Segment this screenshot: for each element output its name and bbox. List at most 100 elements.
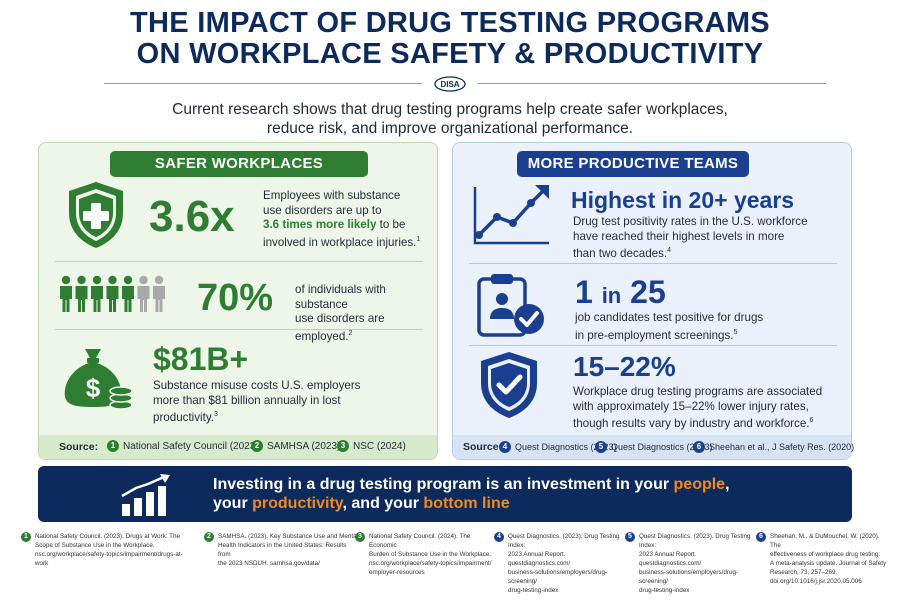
reference-line: Sheehan, M., & DuMouchel, W. (2020). The	[770, 533, 880, 549]
stat-70-description: of individuals with substance use disord…	[295, 283, 435, 344]
footnote-ref: 1	[416, 235, 421, 243]
banner-highlight-people: people	[673, 476, 726, 493]
stat-text-fragment: than two decades.	[573, 246, 668, 260]
stat-text-line: with approximately 15–22% lower injury r…	[573, 399, 809, 413]
reference-1: 1 National Safety Council. (2023). Drugs…	[21, 532, 195, 568]
highlight-text: 3.6 times more likely	[263, 218, 377, 231]
reference-line: employer-resources	[369, 569, 425, 576]
intro-line-2: reduce risk, and improve organizational …	[266, 120, 634, 137]
intro-line-1: Current research shows that drug testing…	[172, 101, 728, 118]
stat-text-line: use disorders are up to	[263, 203, 382, 217]
reference-line: business-solutions/employers/drug-screen…	[508, 569, 608, 585]
reference-2: 2 SAMHSA. (2023). Key Substance Use and …	[204, 532, 359, 568]
stat-1-in-25-description: job candidates test positive for drugs i…	[575, 311, 835, 343]
stat-text-line: Employees with substance	[263, 189, 401, 202]
source-label: Sheehan et al., J Safety Res. (2020)	[709, 442, 855, 452]
reference-line: drug-testing-index	[639, 587, 690, 594]
source-number: 5	[595, 441, 607, 453]
page-title: THE IMPACT OF DRUG TESTING PROGRAMS ON W…	[0, 8, 900, 70]
stat-1-in-25: 1 in 25	[575, 276, 666, 308]
person-icon	[75, 275, 88, 312]
sources-label: Source:	[463, 441, 503, 453]
person-icon	[106, 275, 119, 312]
reference-line: National Safety Council. (2024). The Eco…	[369, 533, 471, 549]
reference-line: 2023 Annual Report. questdiagnostics.com…	[639, 551, 702, 567]
reference-line: doi.org/10.1016/j.jsr.2020.05.006	[770, 578, 862, 585]
footnote-ref: 2	[348, 329, 353, 337]
stat-highest-20-years: Highest in 20+ years	[571, 187, 795, 213]
reference-line: 2023 Annual Report. questdiagnostics.com…	[508, 551, 571, 567]
stat-text-line: have reached their highest levels in mor…	[573, 229, 785, 243]
reference-line: the 2023 NSDUH. samhsa.gov/data/	[218, 560, 320, 567]
footnote-ref: 6	[809, 417, 814, 424]
source-item: 4 Quest Diagnostics (2023)	[499, 435, 617, 459]
stat-value-in: in	[601, 283, 622, 308]
title-line-1: THE IMPACT OF DRUG TESTING PROGRAMS	[130, 7, 770, 39]
person-icon	[137, 275, 150, 312]
stat-text-line: use disorders are employed.2	[295, 312, 435, 344]
stat-text-fragment: to be	[376, 218, 406, 231]
footnote-ref: 3	[214, 411, 218, 418]
logo-text: DISA	[440, 80, 459, 89]
people-icons	[60, 275, 165, 312]
stat-text-line: involved in workplace injuries.1	[263, 233, 433, 250]
reference-line: Quest Diagnostics. (2023). Drug Testing …	[508, 533, 620, 549]
divider	[469, 263, 837, 264]
source-label: SAMHSA (2023)	[267, 441, 341, 452]
reference-line: effectiveness of workplace drug testing:	[770, 551, 881, 558]
reference-number: 1	[21, 532, 31, 542]
reference-number: 2	[204, 532, 214, 542]
source-label: National Safety Council (2023)	[123, 441, 259, 452]
stat-text-fragment: use disorders are employed.	[295, 312, 385, 343]
banner-highlight-bottom-line: bottom line	[423, 495, 510, 512]
title-line-2: ON WORKPLACE SAFETY & PRODUCTIVITY	[136, 38, 764, 70]
money-bag-icon: $	[64, 349, 133, 410]
reference-line: Research, 73, 257–269.	[770, 569, 838, 576]
reference-line: Scope of Substance Use in the Workplace.	[35, 542, 155, 549]
reference-3: 3 National Safety Council. (2024). The E…	[355, 532, 494, 577]
productive-sources-bar: Source: 4 Quest Diagnostics (2023) 5 Quest…	[453, 435, 854, 459]
title-rule-left	[104, 83, 422, 84]
stat-text-fragment: in pre-employment screenings.	[575, 328, 734, 342]
stat-text-line: though results vary by industry and work…	[573, 414, 849, 431]
trend-chart-icon	[473, 185, 549, 245]
reference-line: SAMHSA. (2023). Key Substance Use and Me…	[218, 533, 359, 540]
disa-logo: DISA	[434, 76, 466, 92]
banner-message: Investing in a drug testing program is a…	[213, 475, 833, 513]
reference-line: nsc.org/workplace/safety-topics/impairme…	[369, 560, 492, 567]
intro-text: Current research shows that drug testing…	[0, 100, 900, 138]
svg-text:$: $	[86, 373, 101, 403]
source-item: 2 SAMHSA (2023)	[251, 435, 340, 459]
reference-line: drug-testing-index	[508, 587, 559, 594]
stat-3-6x-description: Employees with substance use disorders a…	[263, 189, 433, 250]
stat-text-fragment: involved in workplace injuries.	[263, 235, 417, 249]
divider	[55, 261, 423, 262]
source-number: 4	[499, 441, 511, 453]
banner-line-2: your productivity, and your bottom line	[213, 494, 833, 513]
stat-text-line: productivity.3	[153, 408, 423, 425]
banner-highlight-productivity: productivity	[252, 495, 343, 512]
reference-line: Burden of Substance Use in the Workplace…	[369, 551, 492, 558]
stat-text-line: job candidates test positive for drugs	[575, 311, 764, 324]
stat-text-fragment: productivity.	[153, 410, 214, 424]
safer-sources-bar: Source: 1 National Safety Council (2023) …	[39, 435, 437, 459]
safer-workplaces-panel: SAFER WORKPLACES 3.6x Employees with sub…	[38, 142, 438, 460]
shield-plus-icon	[69, 182, 123, 248]
title-rule-right	[478, 83, 826, 84]
divider	[55, 329, 423, 330]
references: 1 National Safety Council. (2023). Drugs…	[0, 532, 900, 594]
productive-teams-panel: MORE PRODUCTIVE TEAMS Highest in 20+ yea…	[452, 142, 854, 460]
growth-bars-icon	[121, 474, 170, 516]
source-label: Quest Diagnostics (2023)	[611, 442, 713, 452]
person-icon	[91, 275, 103, 312]
stat-value-a: 1	[575, 274, 593, 310]
stat-81b: $81B+	[153, 341, 249, 377]
reference-4: 4 Quest Diagnostics. (2023). Drug Testin…	[494, 532, 628, 595]
reference-number: 4	[494, 532, 504, 542]
source-label: Quest Diagnostics (2023)	[515, 442, 617, 452]
shield-check-icon	[481, 352, 537, 418]
stat-text-line: more than $81 billion annually in lost	[153, 393, 341, 407]
reference-number: 3	[355, 532, 365, 542]
safer-workplaces-heading: SAFER WORKPLACES	[110, 151, 368, 177]
source-item: 6 Sheehan et al., J Safety Res. (2020)	[693, 435, 854, 459]
